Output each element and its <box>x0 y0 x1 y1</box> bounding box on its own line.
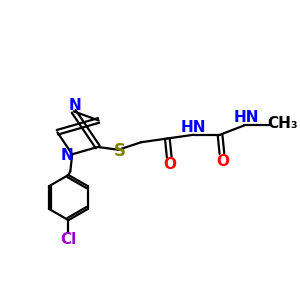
Text: S: S <box>113 142 125 160</box>
Text: O: O <box>216 154 230 169</box>
Text: N: N <box>60 148 73 163</box>
Text: N: N <box>68 98 81 113</box>
Text: HN: HN <box>181 120 206 135</box>
Text: HN: HN <box>234 110 259 125</box>
Text: O: O <box>164 157 177 172</box>
Text: Cl: Cl <box>60 232 76 247</box>
Text: CH₃: CH₃ <box>267 116 297 131</box>
